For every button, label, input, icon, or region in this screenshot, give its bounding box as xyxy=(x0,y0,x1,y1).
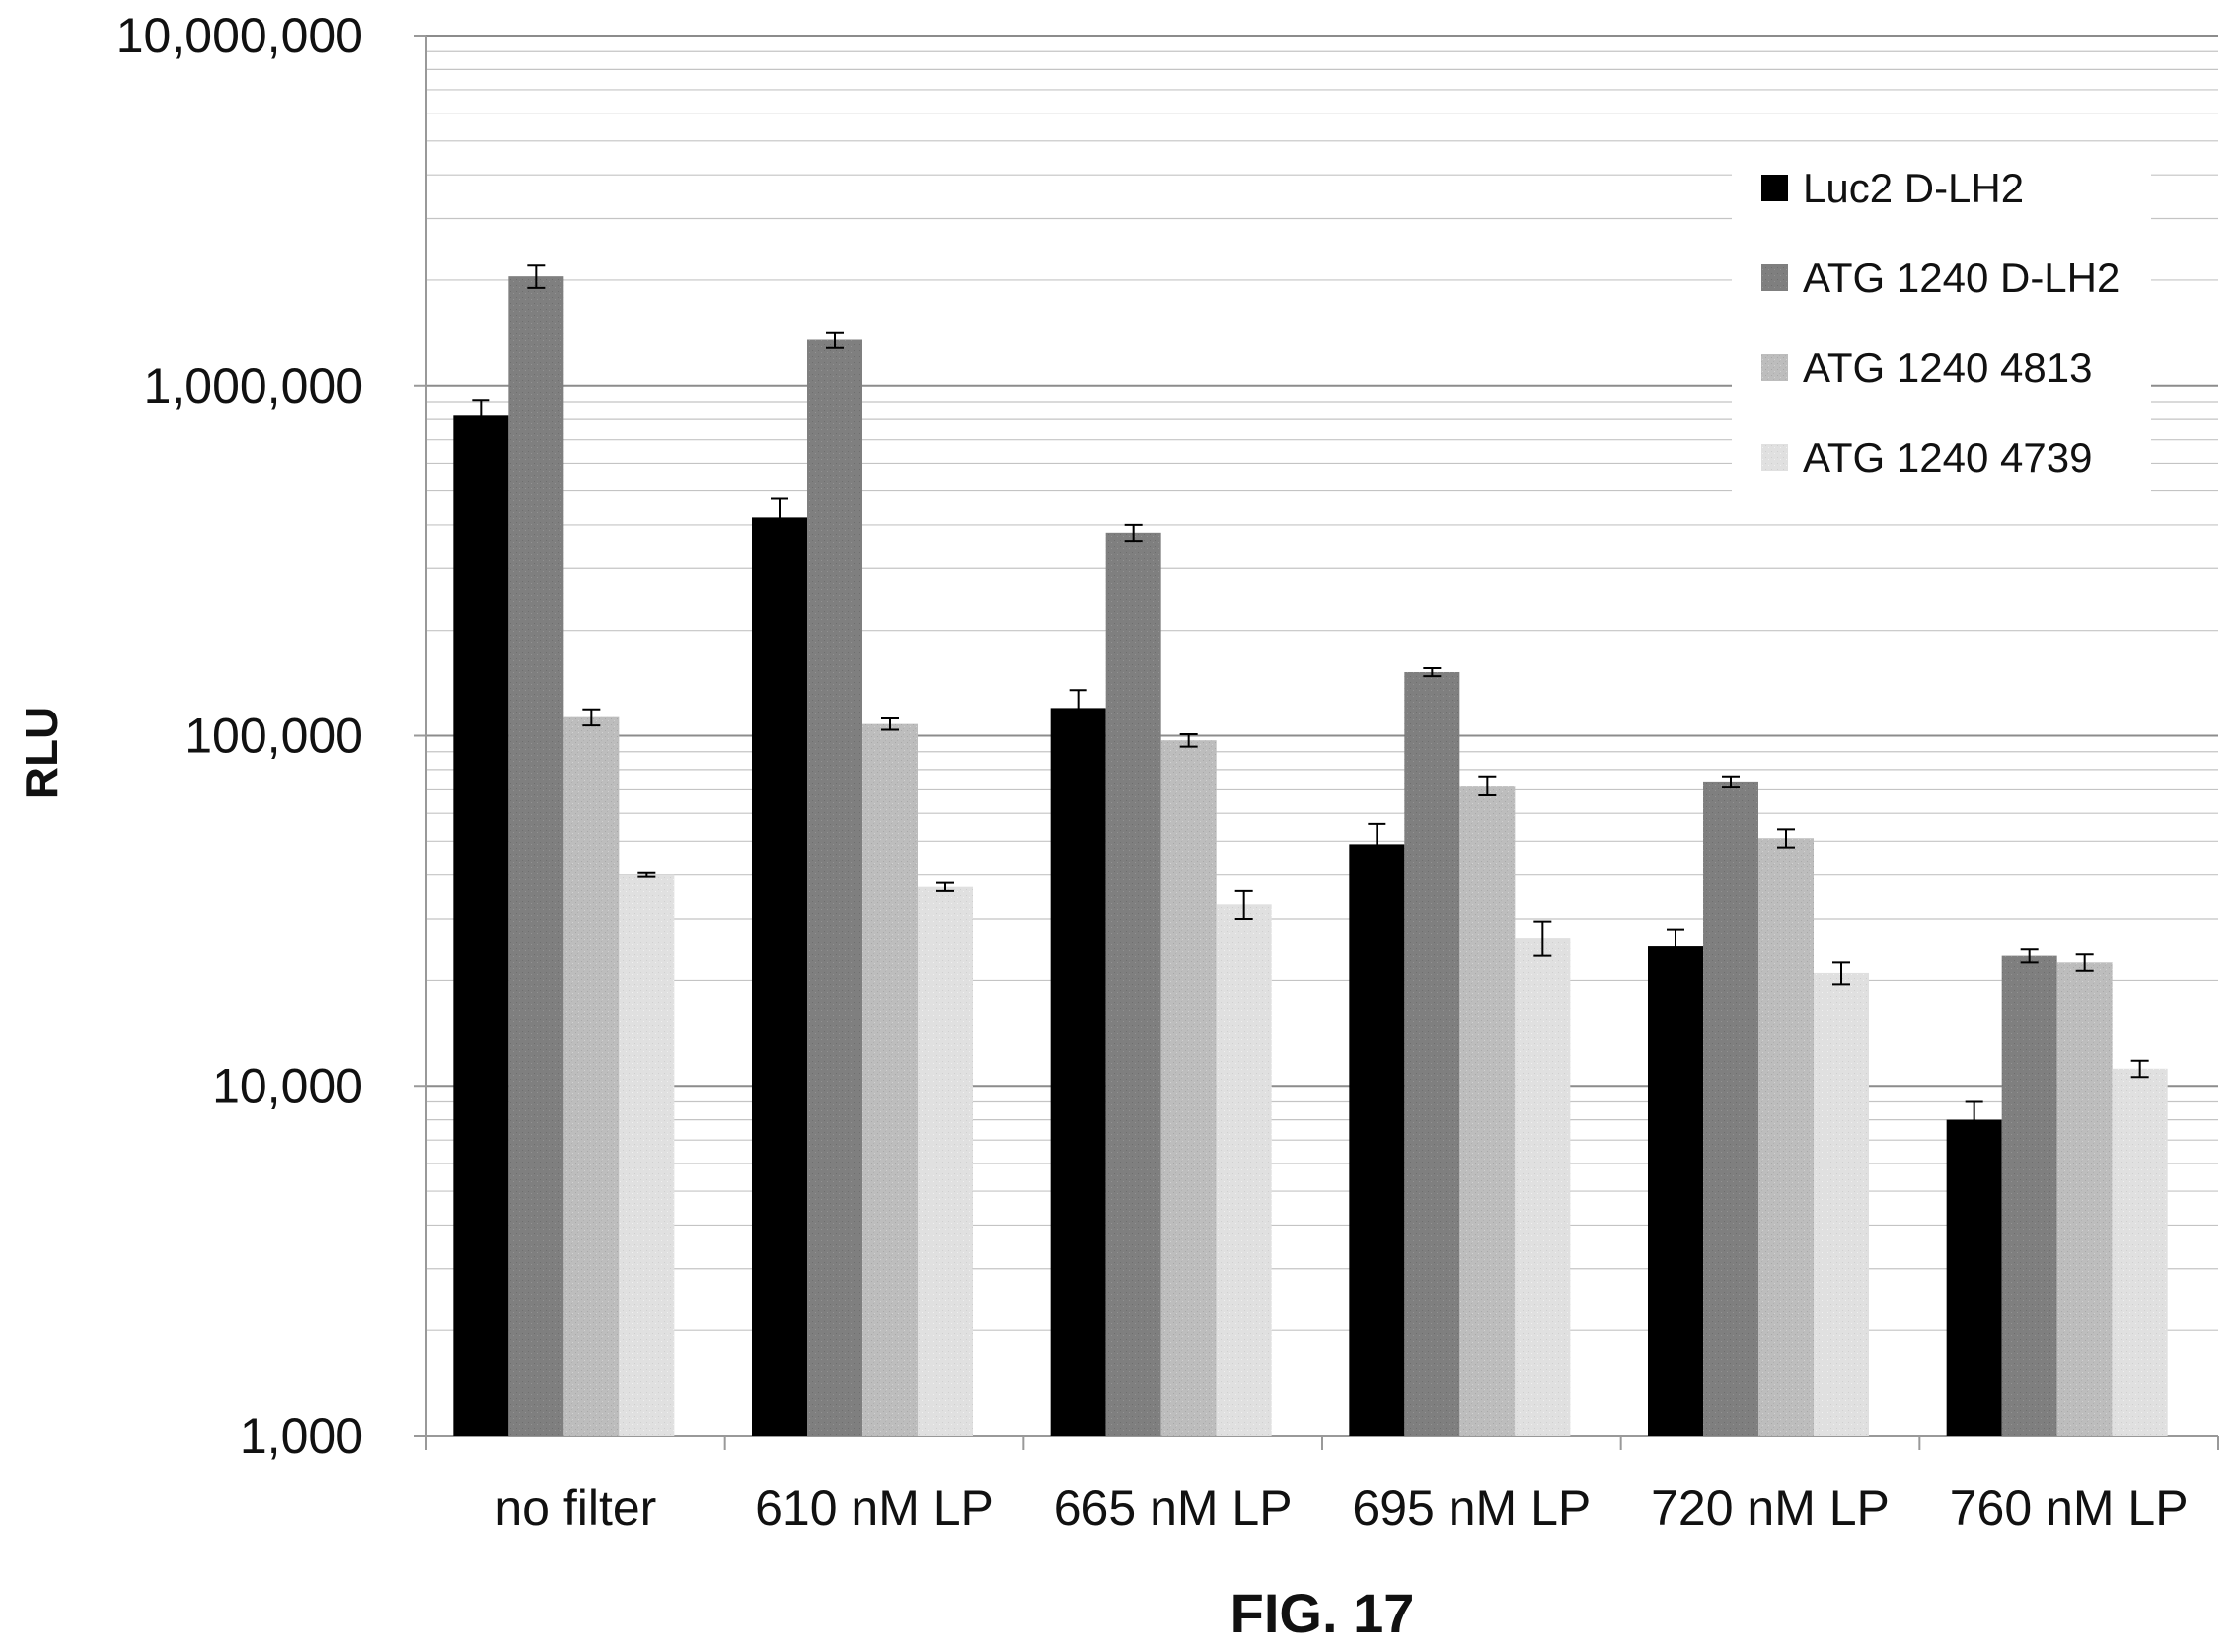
legend-label: ATG 1240 4739 xyxy=(1803,434,2092,481)
error-bars xyxy=(472,264,2149,1142)
bar-atg-1240-d-lh2-5 xyxy=(2001,955,2057,1436)
axis-labels: 1,000 10,000 100,000 1,000,000 10,000,000 no … xyxy=(116,8,2189,1536)
bar-atg-1240-d-lh2-2 xyxy=(1105,532,1161,1436)
bar-atg-1240-4739-4 xyxy=(1814,972,1869,1436)
bar-atg-1240-d-lh2-0 xyxy=(508,276,564,1437)
bar-atg-1240-4739-1 xyxy=(918,886,973,1436)
legend-swatch xyxy=(1761,444,1788,471)
bar-luc2-d-lh2-2 xyxy=(1050,708,1106,1436)
y-axis-label: RLU xyxy=(16,707,67,800)
bar-atg-1240-4739-0 xyxy=(619,874,675,1436)
x-tick-label: 665 nM LP xyxy=(1054,1480,1293,1536)
bar-atg-1240-4813-0 xyxy=(563,716,620,1436)
legend-swatch xyxy=(1761,354,1788,381)
x-tick-label: 695 nM LP xyxy=(1352,1480,1591,1536)
y-tick-label: 1,000,000 xyxy=(144,358,363,413)
legend-label: Luc2 D-LH2 xyxy=(1803,165,2024,211)
bar-atg-1240-4739-3 xyxy=(1515,938,1571,1436)
legend-box xyxy=(1732,148,2151,498)
legend-label: ATG 1240 4813 xyxy=(1803,344,2092,391)
x-tick-label: no filter xyxy=(494,1480,656,1536)
bar-luc2-d-lh2-1 xyxy=(752,517,807,1436)
bar-atg-1240-d-lh2-1 xyxy=(807,339,862,1436)
y-tick-label: 1,000 xyxy=(240,1408,363,1464)
bar-luc2-d-lh2-4 xyxy=(1648,946,1703,1436)
x-tick-label: 610 nM LP xyxy=(755,1480,994,1536)
x-tick-label: 720 nM LP xyxy=(1651,1480,1890,1536)
y-tick-label: 10,000 xyxy=(212,1058,363,1113)
bar-atg-1240-4813-5 xyxy=(2056,962,2113,1436)
axes xyxy=(414,35,2219,1450)
bar-atg-1240-4813-3 xyxy=(1459,786,1516,1436)
bar-atg-1240-d-lh2-4 xyxy=(1703,781,1758,1436)
bar-atg-1240-4739-2 xyxy=(1216,904,1272,1436)
bar-atg-1240-4813-2 xyxy=(1160,740,1217,1436)
bar-luc2-d-lh2-5 xyxy=(1946,1119,2002,1436)
bar-atg-1240-4813-4 xyxy=(1758,838,1814,1436)
bar-luc2-d-lh2-3 xyxy=(1349,844,1405,1436)
x-tick-label: 760 nM LP xyxy=(1950,1480,2189,1536)
figure-label: FIG. 17 xyxy=(1230,1582,1415,1644)
legend: Luc2 D-LH2 ATG 1240 D-LH2 ATG 1240 4813 ATG… xyxy=(1732,148,2151,498)
bar-atg-1240-4813-1 xyxy=(862,723,918,1436)
legend-label: ATG 1240 D-LH2 xyxy=(1803,255,2120,301)
bar-atg-1240-d-lh2-3 xyxy=(1404,671,1460,1436)
bar-atg-1240-4739-5 xyxy=(2112,1068,2168,1436)
bar-luc2-d-lh2-0 xyxy=(453,415,509,1437)
legend-swatch xyxy=(1761,264,1788,291)
y-tick-label: 10,000,000 xyxy=(116,8,363,63)
bars xyxy=(453,276,2168,1437)
legend-swatch xyxy=(1761,175,1788,201)
y-tick-label: 100,000 xyxy=(185,709,363,764)
